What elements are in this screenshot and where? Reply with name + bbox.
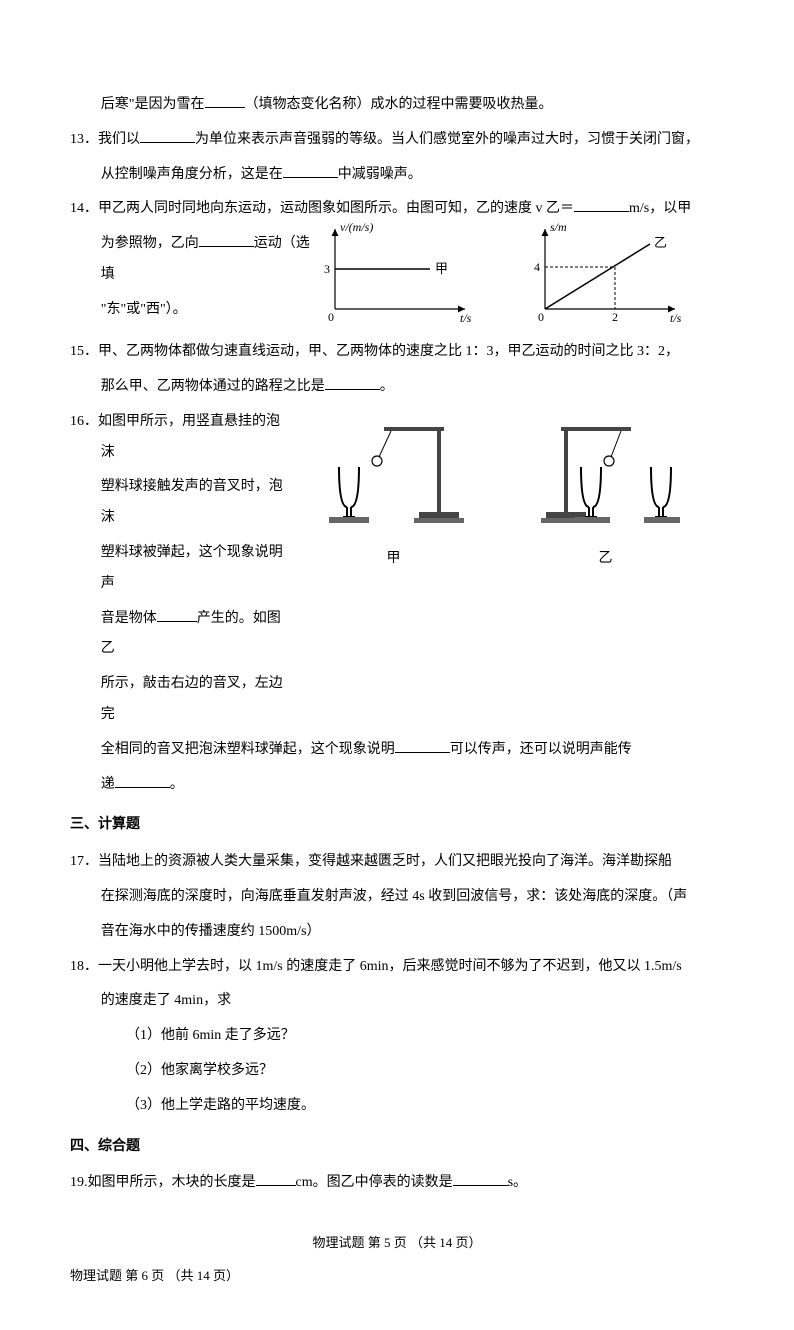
fig-a-label: 甲 [319,544,469,575]
q16-blank-3[interactable] [115,773,170,788]
q13-line2: 从控制噪声角度分析，这是在 中减弱噪声。 [70,160,724,191]
graph-s-t: s/m t/s 4 2 乙 0 [520,219,690,329]
q18-sub1: （1）他前 6min 走了多远？ [70,1021,724,1052]
q14-line2: 为参照物，乙向运动（选填 [70,229,310,291]
g2-legend: 乙 [654,235,667,250]
footer-1: 物理试题 第 5 页 （共 14 页） [70,1229,724,1258]
q12-text-b: （填物态变化名称）成水的过程中需要吸收热量。 [245,97,553,112]
q15-a: 15．甲、乙两物体都做匀速直线运动，甲、乙两物体的速度之比 1：3，甲乙运动的时… [70,344,679,359]
q19-a: 19.如图甲所示，木块的长度是 [70,1175,256,1190]
q18-l2: 的速度走了 4min，求 [70,986,724,1017]
g2-yval: 4 [534,260,540,274]
g1-yval: 3 [324,262,330,276]
q15-line1: 15．甲、乙两物体都做匀速直线运动，甲、乙两物体的速度之比 1：3，甲乙运动的时… [70,337,724,368]
q19-blank-1[interactable] [256,1171,296,1186]
q16-l7: 递。 [70,770,724,801]
q14-graphs: v/(m/s) t/s 3 甲 0 s/m t/s 4 [310,219,690,329]
q16-l2: 塑料球接触发声的音叉时，泡沫 [70,472,290,534]
q14-wrap: 为参照物，乙向运动（选填 "东"或"西"）。 v/(m/s) t/s 3 甲 [70,229,724,337]
q14-textcol: 为参照物，乙向运动（选填 "东"或"西"）。 [70,229,310,329]
g2-xlabel: t/s [670,311,682,325]
fig-a-wrap: 甲 [319,417,469,575]
q14-line3: "东"或"西"）。 [70,295,310,326]
q16-g2: 。 [170,777,184,792]
q13-d: 中减弱噪声。 [338,167,422,182]
g1-ylabel: v/(m/s) [340,220,373,234]
section-4: 四、综合题 [70,1132,724,1163]
q13-c: 从控制噪声角度分析，这是在 [101,167,283,182]
q16-blank-2[interactable] [395,738,450,753]
q16-l1: 16．如图甲所示，用竖直悬挂的泡沫 [70,407,290,469]
g2-xval: 2 [612,310,618,324]
fig-b-label: 乙 [506,544,706,575]
q14-c: 为参照物，乙向 [101,236,199,251]
q15-c: 。 [380,379,394,394]
q16-g1: 递 [101,777,115,792]
q14-a: 14．甲乙两人同时同地向东运动，运动图象如图所示。由图可知，乙的速度 v 乙＝ [70,201,574,216]
fig-b-wrap: 乙 [506,417,706,575]
q16-blank-1[interactable] [157,607,197,622]
q16-l5: 所示，敲击右边的音叉，左边完 [70,669,290,731]
q12-tail: 后寒"是因为雪在 （填物态变化名称）成水的过程中需要吸收热量。 [70,90,724,121]
q15-b: 那么甲、乙两物体通过的路程之比是 [101,379,325,394]
g2-ylabel: s/m [550,220,567,234]
q16-d1: 音是物体 [101,611,157,626]
q19-c: s。 [508,1175,527,1190]
q15-line2: 那么甲、乙两物体通过的路程之比是 。 [70,372,724,403]
q16-l4: 音是物体产生的。如图乙 [70,604,290,666]
graph-v-t: v/(m/s) t/s 3 甲 0 [310,219,480,329]
q18-l1: 18．一天小明他上学去时，以 1m/s 的速度走了 6min，后来感觉时间不够为… [70,952,724,983]
q16-textcol: 16．如图甲所示，用竖直悬挂的泡沫 塑料球接触发声的音叉时，泡沫 塑料球被弹起，… [70,407,290,735]
q18-sub2: （2）他家离学校多远？ [70,1056,724,1087]
q13-blank-2[interactable] [283,163,338,178]
q13-line1: 13．我们以 为单位来表示声音强弱的等级。当人们感觉室外的噪声过大时，习惯于关闭门… [70,125,724,156]
q16-wrap: 16．如图甲所示，用竖直悬挂的泡沫 塑料球接触发声的音叉时，泡沫 塑料球被弹起，… [70,407,724,735]
q15-blank[interactable] [325,375,380,390]
q13-b: 为单位来表示声音强弱的等级。当人们感觉室外的噪声过大时，习惯于关闭门窗， [195,132,699,147]
footer-2: 物理试题 第 6 页 （共 14 页） [70,1262,724,1291]
page: 后寒"是因为雪在 （填物态变化名称）成水的过程中需要吸收热量。 13．我们以 为单位… [0,0,794,1330]
q18-sub3: （3）他上学走路的平均速度。 [70,1091,724,1122]
fig-b-svg [506,417,706,527]
q12-text-a: 后寒"是因为雪在 [101,97,205,112]
q19-l1: 19.如图甲所示，木块的长度是 cm。图乙中停表的读数是 s。 [70,1168,724,1199]
section-3: 三、计算题 [70,810,724,841]
q13-blank-1[interactable] [140,128,195,143]
q16-l6: 全相同的音叉把泡沫塑料球弹起，这个现象说明 可以传声，还可以说明声能传 [70,735,724,766]
q13-a: 13．我们以 [70,132,140,147]
q12-blank[interactable] [205,93,245,108]
g2-origin: 0 [538,310,544,324]
q17-l3: 音在海水中的传播速度约 1500m/s） [70,917,724,948]
q14-blank-1[interactable] [574,197,629,212]
q14-b: m/s，以甲 [629,201,691,216]
g1-legend: 甲 [435,261,448,276]
g1-origin: 0 [328,310,334,324]
q14-blank-2[interactable] [199,232,254,247]
fig-a-svg [319,417,469,527]
q17-l1: 17．当陆地上的资源被人类大量采集，变得越来越匮乏时，人们又把眼光投向了海洋。海… [70,847,724,878]
g1-xlabel: t/s [460,311,472,325]
q16-f1: 全相同的音叉把泡沫塑料球弹起，这个现象说明 [101,742,395,757]
q17-l2: 在探测海底的深度时，向海底垂直发射声波，经过 4s 收到回波信号，求：该处海底的… [70,882,724,913]
q14-e: "东"或"西"）。 [101,302,187,317]
q16-l3: 塑料球被弹起，这个现象说明声 [70,538,290,600]
q16-f2: 可以传声，还可以说明声能传 [450,742,632,757]
q19-b: cm。图乙中停表的读数是 [296,1175,453,1190]
q19-blank-2[interactable] [453,1171,508,1186]
q16-figs: 甲 乙 [300,407,724,575]
